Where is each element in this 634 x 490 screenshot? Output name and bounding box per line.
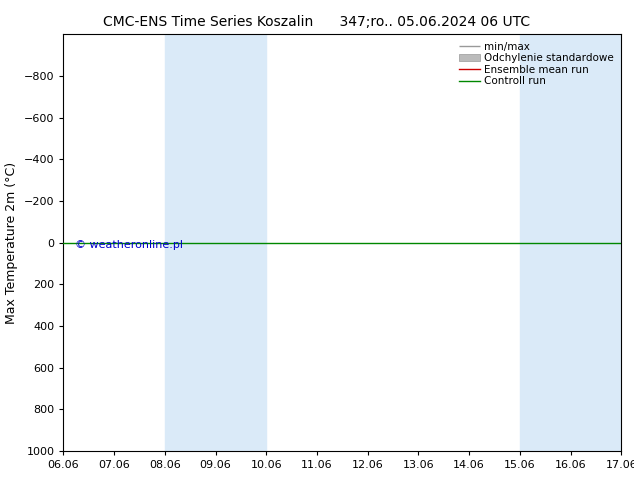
Text: CMC-ENS Time Series Koszalin      347;ro.. 05.06.2024 06 UTC: CMC-ENS Time Series Koszalin 347;ro.. 05… bbox=[103, 15, 531, 29]
Text: © weatheronline.pl: © weatheronline.pl bbox=[75, 241, 183, 250]
Legend: min/max, Odchylenie standardowe, Ensemble mean run, Controll run: min/max, Odchylenie standardowe, Ensembl… bbox=[457, 40, 616, 88]
Bar bbox=[520, 34, 621, 451]
Y-axis label: Max Temperature 2m (°C): Max Temperature 2m (°C) bbox=[5, 162, 18, 323]
Bar bbox=[165, 34, 266, 451]
